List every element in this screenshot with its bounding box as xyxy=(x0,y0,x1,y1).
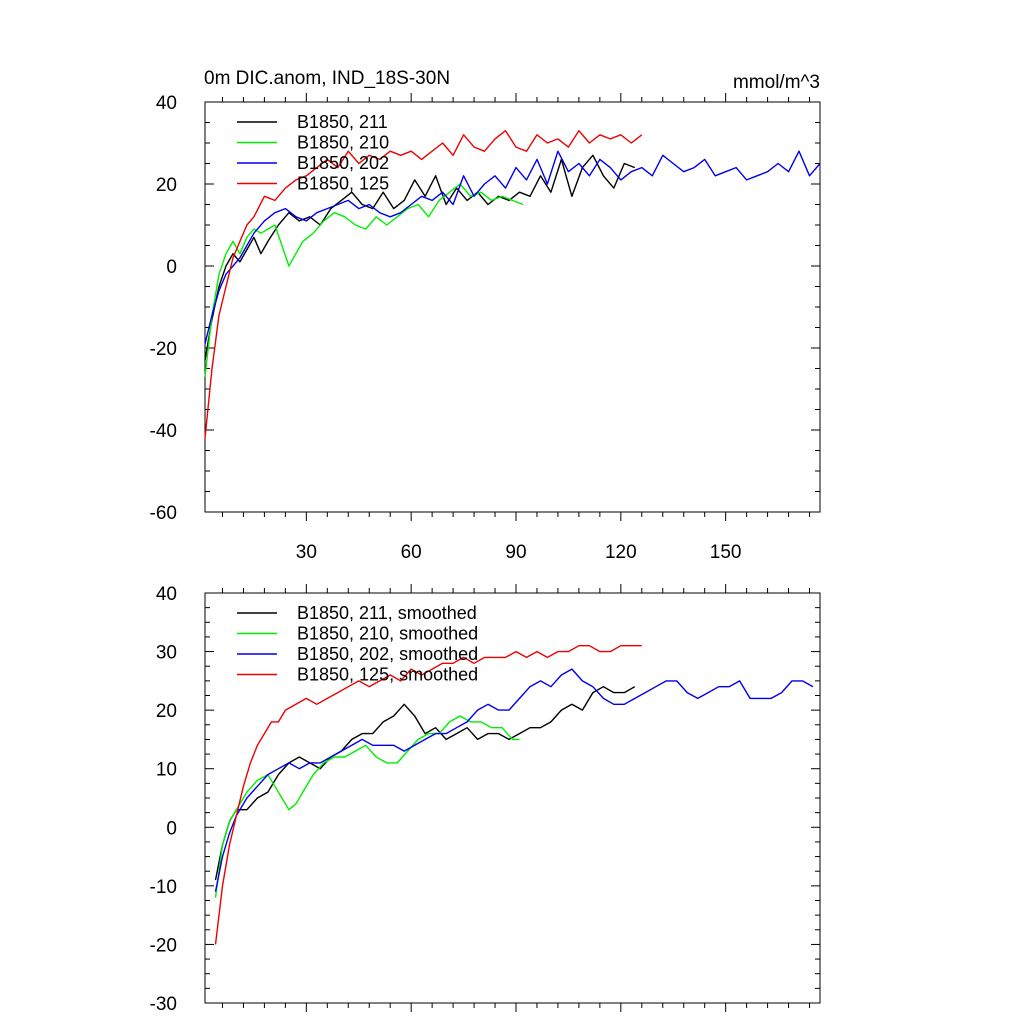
x-tick-label: 90 xyxy=(505,542,526,563)
series-line-2 xyxy=(204,183,524,377)
series-line-4 xyxy=(214,645,642,945)
series-line-4 xyxy=(204,130,643,439)
x-tick-label: 30 xyxy=(296,542,317,563)
legend-label-2: B1850, 210, smoothed xyxy=(297,624,478,644)
y-tick-label: 20 xyxy=(156,175,177,196)
y-tick-label: 20 xyxy=(156,701,177,722)
series-line-3 xyxy=(214,668,814,892)
y-tick-label: 10 xyxy=(156,760,177,781)
y-tick-label: 30 xyxy=(156,643,177,664)
series-line-1 xyxy=(214,686,636,881)
y-tick-label: -20 xyxy=(150,339,177,360)
legend-label-3: B1850, 202, smoothed xyxy=(297,644,478,664)
series-line-1 xyxy=(204,154,636,361)
units-label: mmol/m^3 xyxy=(733,72,820,93)
y-tick-label: -20 xyxy=(150,935,177,956)
legend-label-1: B1850, 211 xyxy=(297,112,388,132)
legend-label-4: B1850, 125, smoothed xyxy=(297,665,478,685)
y-tick-label: 40 xyxy=(156,584,177,605)
y-tick-label: -40 xyxy=(150,421,177,442)
y-tick-label: -60 xyxy=(150,503,177,524)
y-tick-label: 0 xyxy=(166,257,177,278)
legend-label-4: B1850, 125 xyxy=(297,174,389,194)
legend-label-3: B1850, 202 xyxy=(297,153,389,173)
series-line-3 xyxy=(204,150,821,345)
legend-label-2: B1850, 210 xyxy=(297,133,389,153)
series-line-2 xyxy=(214,715,520,898)
y-tick-label: -30 xyxy=(150,994,177,1015)
chart-title: 0m DIC.anom, IND_18S-30N xyxy=(204,68,450,89)
legend-label-1: B1850, 211, smoothed xyxy=(297,603,477,623)
x-tick-label: 60 xyxy=(401,542,422,563)
y-tick-label: 0 xyxy=(166,818,177,839)
plot-top: 0m DIC.anom, IND_18S-30N mmol/m^3 -60 -40… xyxy=(150,68,821,563)
x-tick-label: 150 xyxy=(710,542,742,563)
x-tick-label: 120 xyxy=(605,542,637,563)
y-tick-label: 40 xyxy=(156,93,177,114)
y-tick-label: -10 xyxy=(150,877,177,898)
